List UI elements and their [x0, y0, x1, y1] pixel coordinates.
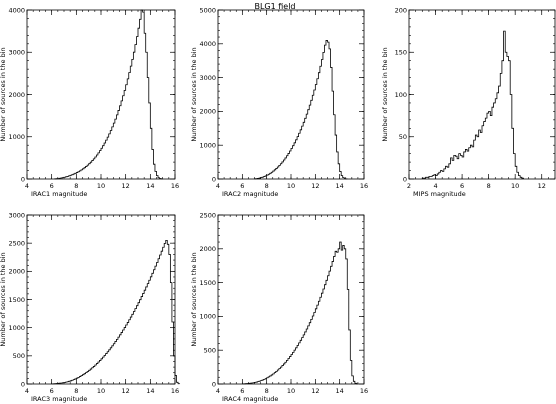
y-axis-label: Number of sources in the bin: [190, 47, 198, 141]
y-tick-label: 1500: [8, 296, 25, 304]
x-tick-label: 4: [25, 182, 29, 190]
y-tick-label: 1000: [199, 142, 216, 150]
x-tick-label: 16: [171, 387, 179, 395]
x-tick-label: 16: [360, 182, 368, 190]
histogram-panel-1: 4 6 8 10 12 14 16 0 1000 2000 3000 4000 IRAC1 magnit…: [0, 6, 179, 198]
x-tick-label: 8: [265, 387, 269, 395]
y-tick-label: 3000: [199, 74, 216, 82]
x-tick-label: 12: [122, 387, 130, 395]
plot-frame: [217, 214, 365, 385]
x-tick-label: 12: [311, 387, 319, 395]
x-tick-label: 10: [511, 182, 519, 190]
x-tick-label: 4: [216, 387, 220, 395]
x-tick-label: 6: [50, 387, 54, 395]
x-tick-label: 6: [50, 182, 54, 190]
y-tick-label: 4000: [199, 40, 216, 48]
x-axis-label: IRAC4 magnitude: [222, 395, 278, 403]
x-tick-label: 6: [460, 182, 464, 190]
x-tick-label: 14: [146, 387, 154, 395]
x-tick-label: 16: [360, 387, 368, 395]
histogram-panel-2: 4 6 8 10 12 14 16 0 1000 2000 3000 4000 5000 IRAC2 ma…: [190, 6, 368, 198]
y-tick-label: 5000: [199, 6, 216, 14]
plot-frame: [217, 9, 365, 180]
x-tick-label: 12: [311, 182, 319, 190]
histogram-series: [51, 239, 181, 385]
y-tick-label: 150: [395, 49, 407, 57]
y-tick-label: 3000: [8, 49, 25, 57]
x-tick-label: 10: [97, 387, 105, 395]
figure-title: BLG1 field: [254, 2, 295, 11]
histogram-panel-4: 4 6 8 10 12 14 16 0 500 1000 1500 2000 2500 3000 IRAC3…: [0, 211, 181, 403]
y-tick-label: 0: [212, 175, 216, 183]
y-tick-label: 50: [399, 133, 407, 141]
y-tick-label: 2000: [199, 245, 216, 253]
x-tick-label: 12: [538, 182, 546, 190]
y-axis-label: Number of sources in the bin: [190, 252, 198, 346]
y-tick-label: 1000: [8, 133, 25, 141]
histogram-series: [421, 30, 524, 179]
plot-frame: [26, 9, 176, 180]
y-tick-label: 2500: [199, 211, 216, 219]
x-tick-label: 14: [146, 182, 154, 190]
x-axis-label: MIPS magnitude: [413, 190, 466, 198]
x-tick-label: 14: [336, 182, 344, 190]
x-axis-label: IRAC2 magnitude: [222, 190, 278, 198]
y-tick-label: 2500: [8, 239, 25, 247]
x-tick-label: 10: [287, 182, 295, 190]
y-tick-label: 2000: [8, 268, 25, 276]
x-tick-label: 8: [487, 182, 491, 190]
x-tick-label: 6: [240, 387, 244, 395]
y-tick-label: 3000: [8, 211, 25, 219]
y-tick-label: 1500: [199, 279, 216, 287]
histogram-panel-5: 4 6 8 10 12 14 16 0 500 1000 1500 2000 2500 IRAC4 mag…: [190, 211, 368, 403]
x-tick-label: 16: [171, 182, 179, 190]
x-tick-label: 12: [122, 182, 130, 190]
histogram-series: [254, 40, 348, 180]
histogram-series: [54, 9, 164, 180]
y-tick-label: 1000: [199, 313, 216, 321]
x-tick-label: 8: [74, 387, 78, 395]
y-axis-label: Number of sources in the bin: [381, 47, 389, 141]
x-tick-label: 8: [265, 182, 269, 190]
x-tick-label: 14: [336, 387, 344, 395]
x-tick-label: 4: [216, 182, 220, 190]
x-tick-label: 2: [407, 182, 411, 190]
y-tick-label: 0: [212, 380, 216, 388]
y-tick-label: 1000: [8, 324, 25, 332]
histogram-panel-3: 2 4 6 8 10 12 0 50 100 150 200 MIPS magnitude Number…: [381, 6, 556, 198]
y-tick-label: 0: [403, 175, 407, 183]
plot-frame: [408, 9, 556, 180]
y-tick-label: 100: [395, 91, 407, 99]
y-tick-label: 500: [204, 347, 216, 355]
y-tick-label: 200: [395, 6, 407, 14]
y-tick-label: 0: [21, 175, 25, 183]
y-tick-label: 4000: [8, 6, 25, 14]
x-tick-label: 4: [25, 387, 29, 395]
x-tick-label: 10: [287, 387, 295, 395]
y-tick-label: 0: [21, 380, 25, 388]
x-tick-label: 4: [433, 182, 437, 190]
y-tick-label: 2000: [199, 108, 216, 116]
x-tick-label: 8: [74, 182, 78, 190]
x-tick-label: 6: [240, 182, 244, 190]
y-axis-label: Number of sources in the bin: [0, 252, 7, 346]
x-axis-label: IRAC3 magnitude: [31, 395, 87, 403]
y-tick-label: 500: [13, 352, 25, 360]
x-tick-label: 10: [97, 182, 105, 190]
x-axis-label: IRAC1 magnitude: [31, 190, 87, 198]
y-axis-label: Number of sources in the bin: [0, 47, 7, 141]
histogram-series: [241, 241, 359, 385]
y-tick-label: 2000: [8, 91, 25, 99]
